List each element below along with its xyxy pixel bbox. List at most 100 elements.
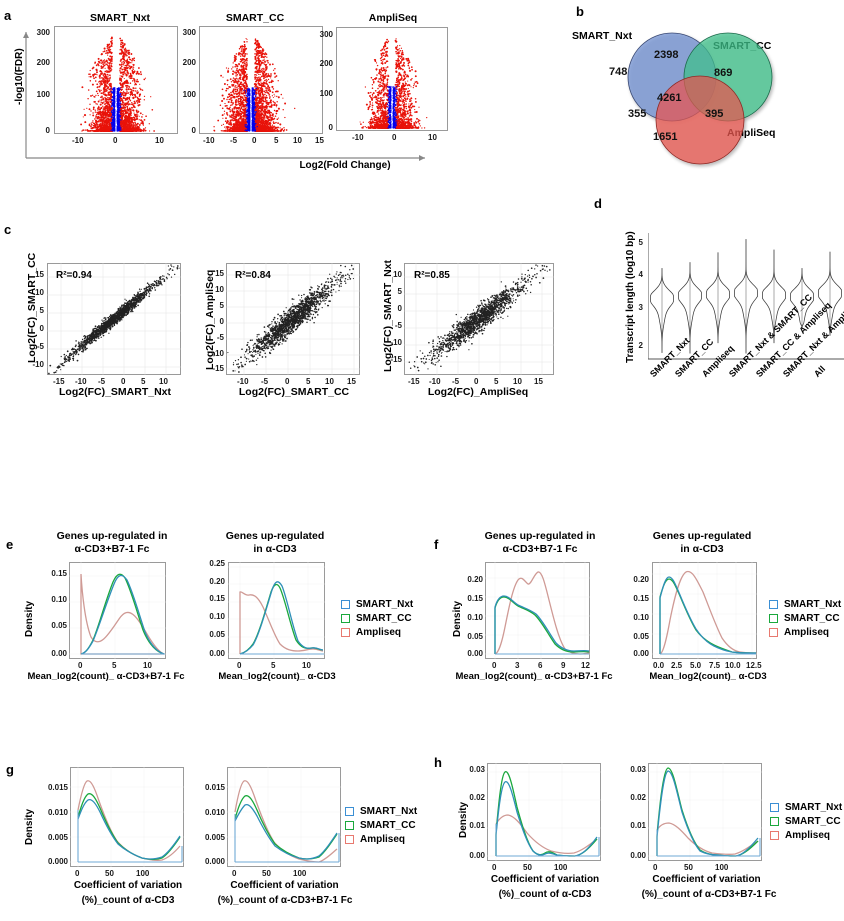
- panel-letter-a: a: [4, 8, 12, 23]
- legend-label-smart-cc: SMART_CC: [356, 612, 412, 624]
- cv-curves-g2: [227, 767, 341, 867]
- panel-g-plot1-xlabel-l1: Coefficient of variation: [73, 880, 183, 891]
- h1-ytick-001: 0.01: [469, 821, 485, 830]
- g1-ytick-0010: 0.010: [47, 808, 68, 817]
- panel-e-ylabel: Density: [24, 600, 35, 637]
- panel-e-plot1-title-l1: Genes up-regulated in: [56, 530, 168, 542]
- panel-e-plot2-xlabel: Mean_log2(count)_ α-CD3: [218, 671, 336, 682]
- scatter3-xtick-5: 5: [494, 377, 499, 386]
- panel-g-plot2-xlabel-l1: Coefficient of variation: [230, 880, 339, 891]
- cv-curves-h1: [487, 763, 601, 861]
- f2-ytick-005: 0.05: [633, 632, 649, 641]
- panel-g-ylabel: Density: [24, 808, 35, 845]
- legend-label-smart-cc: SMART_CC: [784, 612, 840, 624]
- scatter1-ytick--10: -10: [32, 360, 44, 369]
- scatter2-xtick--5: -5: [261, 377, 269, 386]
- h1-ytick-000: 0.00: [469, 851, 485, 860]
- volcano-title-ampliseq: AmpliSeq: [368, 12, 418, 24]
- panel-h-plot2-xlabel-l2: (%)_count of α-CD3+B7-1 Fc: [641, 889, 777, 900]
- violin-xtick-all: All: [812, 363, 828, 380]
- volcano1-xtick--10: -10: [72, 136, 84, 145]
- venn-count-all-three: 4261: [657, 92, 682, 104]
- violin-ytick-2: 2: [638, 341, 643, 350]
- scatter3-xtick-15: 15: [534, 377, 543, 386]
- e1-xtick-10: 10: [143, 661, 152, 670]
- legend-item-ampliseq[interactable]: Ampliseq: [769, 625, 841, 639]
- h1-xtick-100: 100: [554, 863, 568, 872]
- panel-h-ylabel: Density: [458, 801, 469, 838]
- f1-ytick-020: 0.20: [467, 575, 483, 584]
- panel-letter-f: f: [434, 537, 439, 552]
- venn-count-cc-ampli: 395: [705, 108, 724, 120]
- venn-count-nxt-cc: 2398: [654, 49, 679, 61]
- legend-label-smart-nxt: SMART_Nxt: [360, 805, 418, 817]
- scatter3-points: [404, 263, 554, 375]
- scatter1-xtick--15: -15: [53, 377, 65, 386]
- f2-ytick-010: 0.10: [633, 613, 649, 622]
- legend-item-smart-cc[interactable]: SMART_CC: [770, 814, 842, 828]
- e2-xtick-0: 0: [237, 661, 242, 670]
- e1-ytick-005: 0.05: [51, 621, 67, 630]
- g2-xtick-0: 0: [232, 869, 237, 878]
- e2-xtick-5: 5: [271, 661, 276, 670]
- venn-label-smart-nxt: SMART_Nxt: [572, 30, 633, 42]
- density-plot-f2: [652, 562, 757, 659]
- volcano2-xtick-15: 15: [315, 136, 324, 145]
- volcano2-xtick-5: 5: [274, 136, 279, 145]
- scatter1-ytick--5: -5: [36, 342, 44, 351]
- scatter1-r2: R²=0.94: [56, 270, 92, 281]
- scatter3-xtick--10: -10: [429, 377, 441, 386]
- legend-swatch-smart-cc: [770, 816, 779, 826]
- legend-item-ampliseq[interactable]: Ampliseq: [770, 828, 842, 842]
- violin-ytick-5: 5: [638, 238, 643, 247]
- f2-ytick-000: 0.00: [633, 649, 649, 658]
- scatter2-ytick-10: 10: [215, 285, 224, 294]
- e1-ytick-010: 0.10: [51, 595, 67, 604]
- scatter1-ytick-15: 15: [35, 270, 44, 279]
- legend-item-smart-cc[interactable]: SMART_CC: [769, 611, 841, 625]
- h1-xtick-0: 0: [492, 863, 497, 872]
- g1-xtick-0: 0: [75, 869, 80, 878]
- legend-swatch-smart-cc: [341, 613, 350, 623]
- volcano2-xtick--10: -10: [203, 136, 215, 145]
- f2-xtick-25: 2.5: [671, 661, 683, 670]
- g2-xtick-100: 100: [293, 869, 307, 878]
- legend-item-smart-nxt[interactable]: SMART_Nxt: [341, 597, 413, 611]
- violin-ytick-3: 3: [638, 303, 643, 312]
- legend-label-smart-nxt: SMART_Nxt: [785, 801, 843, 813]
- e1-xtick-5: 5: [112, 661, 117, 670]
- scatter1-ytick-10: 10: [35, 288, 44, 297]
- scatter3-ytick--5: -5: [394, 321, 402, 330]
- legend-item-smart-cc[interactable]: SMART_CC: [345, 818, 417, 832]
- e2-ytick-020: 0.20: [209, 577, 225, 586]
- f1-ytick-015: 0.15: [467, 594, 483, 603]
- f1-ytick-010: 0.10: [467, 613, 483, 622]
- scatter3-xlabel: Log2(FC)_AmpliSeq: [427, 386, 529, 398]
- volcano2-ytick-300: 300: [182, 28, 196, 37]
- e1-ytick-015: 0.15: [51, 569, 67, 578]
- legend-item-smart-nxt[interactable]: SMART_Nxt: [769, 597, 841, 611]
- density-curves-e1: [69, 562, 166, 659]
- scatter1-xtick-0: 0: [121, 377, 126, 386]
- scatter1-xtick--5: -5: [98, 377, 106, 386]
- f1-xtick-6: 6: [538, 661, 543, 670]
- legend-item-smart-cc[interactable]: SMART_CC: [341, 611, 413, 625]
- scatter3-r2: R²=0.85: [414, 270, 450, 281]
- legend-item-ampliseq[interactable]: Ampliseq: [345, 832, 417, 846]
- legend-swatch-smart-cc: [345, 820, 354, 830]
- e1-xtick-0: 0: [78, 661, 83, 670]
- legend-item-smart-nxt[interactable]: SMART_Nxt: [770, 800, 842, 814]
- scatter2-xtick-10: 10: [325, 377, 334, 386]
- volcano2-xtick--5: -5: [230, 136, 238, 145]
- g2-ytick-0005: 0.005: [204, 833, 225, 842]
- volcano2-xtick-10: 10: [293, 136, 302, 145]
- f2-xtick-00: 0.0: [653, 661, 665, 670]
- legend-item-ampliseq[interactable]: Ampliseq: [341, 625, 413, 639]
- panel-e-plot2-title-l1: Genes up-regulated: [225, 530, 325, 542]
- g1-ytick-0015: 0.015: [47, 783, 68, 792]
- scatter3-xtick-10: 10: [513, 377, 522, 386]
- legend-item-smart-nxt[interactable]: SMART_Nxt: [345, 804, 417, 818]
- panel-a-axes: [23, 32, 425, 161]
- panel-h-plot1-xlabel-l2: (%)_count of α-CD3: [498, 889, 592, 900]
- scatter2-ytick--15: -15: [212, 364, 224, 373]
